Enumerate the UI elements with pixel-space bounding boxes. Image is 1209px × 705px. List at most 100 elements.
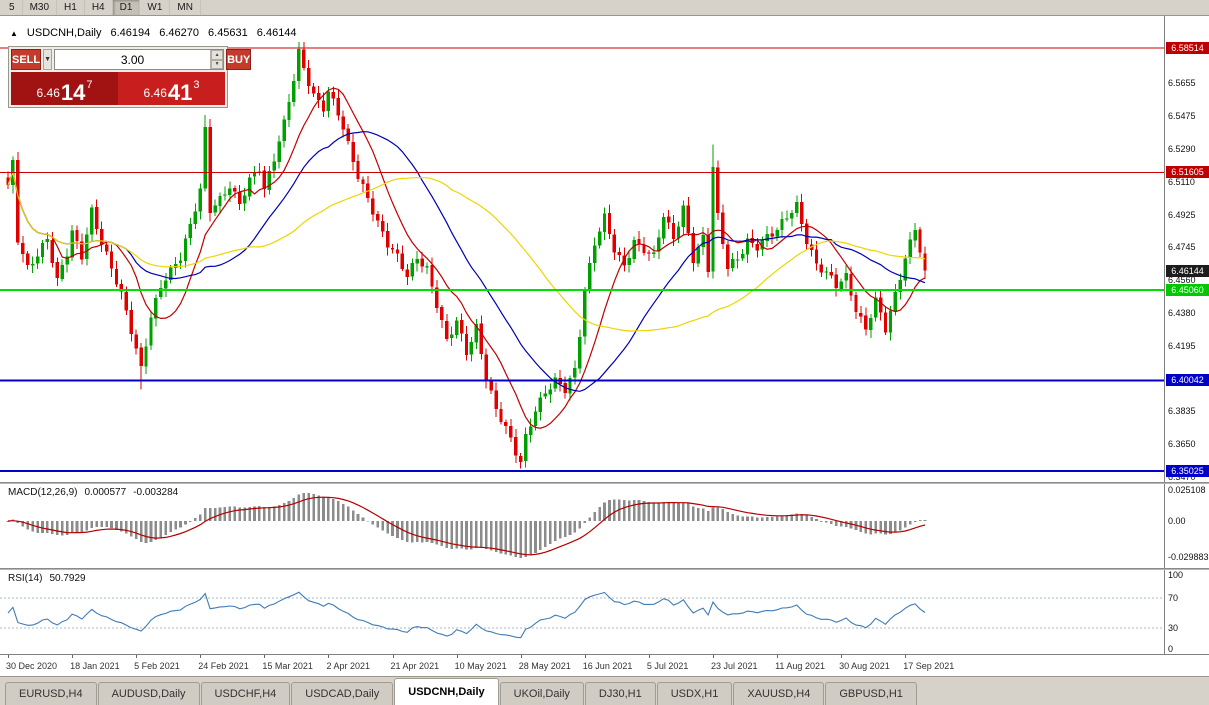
price-tick: 6.4925 [1168, 209, 1196, 220]
time-label: 11 Aug 2021 [775, 661, 825, 671]
time-tick [264, 655, 266, 658]
tab-dj30-h1[interactable]: DJ30,H1 [584, 682, 656, 705]
rsi-value: 50.7929 [49, 573, 86, 584]
ohlc-low: 6.45631 [208, 27, 248, 39]
time-tick [72, 655, 74, 658]
macd-scale-label: 0.025108 [1168, 485, 1206, 496]
price-badge: 6.35025 [1166, 464, 1209, 477]
tab-ukoil-daily[interactable]: UKOil,Daily [499, 682, 584, 705]
price-tick: 6.5110 [1168, 176, 1195, 187]
time-tick [905, 655, 907, 658]
macd-value-signal: -0.003284 [133, 487, 179, 498]
time-tick [328, 655, 330, 658]
time-label: 30 Dec 2020 [6, 661, 58, 671]
timeframe-button-h4[interactable]: H4 [85, 0, 113, 15]
tab-eurusd-h4[interactable]: EURUSD,H4 [5, 682, 97, 705]
volume-up-button[interactable]: ▲ [211, 50, 224, 60]
price-tick: 6.4560 [1168, 275, 1196, 286]
price-tick: 6.4195 [1168, 341, 1196, 352]
time-tick [456, 655, 458, 658]
macd-label: MACD(12,26,9) 0.000577 -0.003284 [8, 487, 178, 498]
tab-usdcad-daily[interactable]: USDCAD,Daily [291, 682, 394, 705]
price-badge: 6.51605 [1166, 166, 1209, 179]
timeframe-button-m30[interactable]: M30 [23, 0, 58, 15]
timeframe-button-mn[interactable]: MN [170, 0, 201, 15]
volume-down-button[interactable]: ▼ [211, 59, 224, 69]
time-label: 21 Apr 2021 [390, 661, 440, 671]
price-tick: 6.5475 [1168, 110, 1196, 121]
timeframe-button-d1[interactable]: D1 [112, 0, 141, 15]
macd-scale-label: -0.029883 [1168, 552, 1209, 563]
macd-scale-label: 0.00 [1168, 516, 1186, 526]
buy-button[interactable]: BUY [226, 49, 252, 70]
rsi-chart-canvas[interactable] [0, 570, 1164, 654]
symbol-title: USDCNH,Daily [26, 27, 102, 39]
price-tick: 6.4745 [1168, 242, 1196, 253]
price-tick: 6.3650 [1168, 439, 1196, 450]
volume-dropdown-button[interactable]: ▼ [43, 49, 53, 70]
time-label: 23 Jul 2021 [710, 661, 758, 671]
timeframe-button-5[interactable]: 5 [2, 0, 23, 15]
volume-spinner: ▲ ▼ [210, 50, 224, 69]
time-label: 18 Jan 2021 [70, 661, 120, 671]
tab-xauusd-h4[interactable]: XAUUSD,H4 [733, 682, 825, 705]
sell-price-pips: 14 [60, 80, 86, 105]
tab-usdcnh-daily[interactable]: USDCNH,Daily [394, 678, 499, 705]
tab-audusd-daily[interactable]: AUDUSD,Daily [97, 682, 200, 705]
ohlc-open: 6.46194 [110, 27, 151, 39]
tab-gbpusd-h1[interactable]: GBPUSD,H1 [825, 682, 917, 705]
ohlc-high: 6.46270 [159, 27, 200, 39]
rsi-scale-label: 70 [1168, 592, 1179, 603]
buy-price-display[interactable]: 6.46 41 3 [118, 72, 225, 105]
chevron-down-icon: ▼ [44, 56, 52, 63]
pane-splitter[interactable] [0, 568, 1209, 570]
price-tick: 6.3835 [1168, 405, 1196, 416]
price-tick: 6.4380 [1168, 307, 1196, 318]
sell-price-prefix: 6.46 [36, 86, 60, 100]
tab-usdchf-h4[interactable]: USDCHF,H4 [200, 682, 291, 705]
sell-button[interactable]: SELL [11, 49, 42, 70]
macd-axis: 0.025108 0.00 -0.029883 [1164, 484, 1209, 568]
time-label: 5 Feb 2021 [134, 661, 180, 671]
buy-price-pips: 41 [167, 80, 193, 105]
rsi-label: RSI(14) 50.7929 [8, 573, 86, 584]
price-tick: 6.5655 [1168, 78, 1196, 89]
timeframe-toolbar: 5 M30 H1 H4 D1 W1 MN [0, 0, 1209, 16]
time-axis[interactable]: 30 Dec 2020 18 Jan 2021 5 Feb 2021 24 Feb 2… [0, 654, 1209, 676]
ohlc-close: 6.46144 [256, 27, 297, 39]
price-badge: 6.46144 [1166, 264, 1209, 277]
time-tick [200, 655, 202, 658]
time-tick [8, 655, 9, 658]
macd-chart-canvas[interactable] [0, 484, 1164, 568]
tab-usdx-h1[interactable]: USDX,H1 [656, 682, 733, 705]
price-axis[interactable]: 6.5655 6.5475 6.5290 6.5110 6.4925 6.4745 6.45… [1164, 16, 1209, 482]
chart-tabbar: EURUSD,H4 AUDUSD,Daily USDCHF,H4 USDCAD,Dai… [0, 676, 1209, 705]
volume-input[interactable] [55, 50, 211, 69]
sell-price-point: 7 [86, 79, 93, 91]
timeframe-button-w1[interactable]: W1 [140, 0, 171, 15]
time-label: 2 Apr 2021 [326, 661, 370, 671]
timeframe-button-h1[interactable]: H1 [57, 0, 85, 15]
chart-title: ▲ USDCNH,Daily 6.46194 6.46270 6.45631 6… [10, 27, 297, 39]
rsi-axis: 100 70 30 0 [1164, 570, 1209, 654]
rsi-scale-label: 100 [1168, 570, 1184, 580]
time-tick [392, 655, 394, 658]
price-pane: ▲ USDCNH,Daily 6.46194 6.46270 6.45631 6… [0, 16, 1209, 482]
price-chart-canvas[interactable] [0, 16, 1164, 482]
time-label: 5 Jul 2021 [646, 661, 689, 671]
price-tick: 6.5290 [1168, 144, 1196, 155]
sell-price-display[interactable]: 6.46 14 7 [11, 72, 118, 105]
macd-pane: MACD(12,26,9) 0.000577 -0.003284 0.02510… [0, 484, 1209, 568]
rsi-scale-label: 0 [1168, 644, 1174, 654]
chart-window: ▲ USDCNH,Daily 6.46194 6.46270 6.45631 6… [0, 16, 1209, 676]
one-click-trading-panel: SELL ▼ ▲ ▼ BUY 6.46 [8, 46, 252, 108]
time-tick [841, 655, 843, 658]
rsi-pane: RSI(14) 50.7929 100 70 30 0 [0, 570, 1209, 654]
volume-box: ▲ ▼ [54, 49, 225, 70]
time-tick [712, 655, 714, 658]
time-label: 16 Jun 2021 [582, 661, 633, 671]
price-badge: 6.45060 [1166, 284, 1209, 297]
pane-splitter[interactable] [0, 482, 1209, 484]
time-tick [136, 655, 138, 658]
